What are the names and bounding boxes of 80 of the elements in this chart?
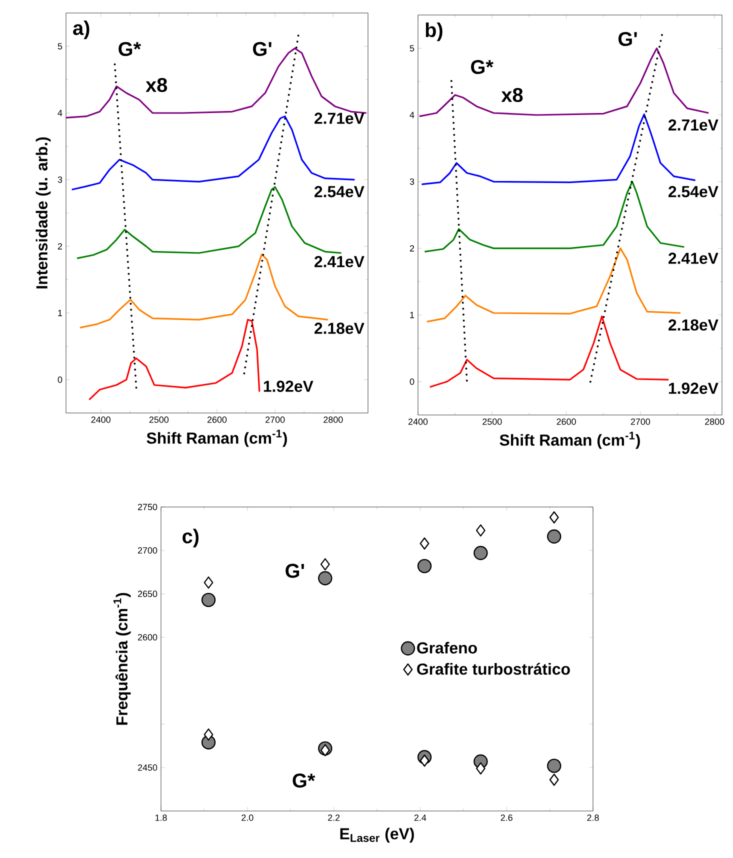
y-tick-label: 5 <box>58 43 62 50</box>
x-tick-label: 2.8 <box>587 814 599 821</box>
point <box>320 558 330 570</box>
point <box>476 524 486 537</box>
y-tick-label: 3 <box>410 178 414 185</box>
x-tick-label: 2500 <box>149 416 169 423</box>
y-tick-label: 1 <box>410 312 414 318</box>
x-axis-title: E$_{Laser}$ (eV) <box>340 828 414 843</box>
series-label: 2.71eV <box>314 112 364 124</box>
annotation: b) <box>426 22 442 42</box>
series-label: 2.18eV <box>668 319 718 331</box>
x-tick-label: 2800 <box>324 416 343 423</box>
y-tick-label: 0 <box>410 378 414 385</box>
series-label: 1.92eV <box>668 382 718 394</box>
annotation: G' <box>252 42 272 56</box>
point <box>420 537 430 550</box>
point <box>549 511 559 524</box>
y-tick-label: 2 <box>58 243 62 250</box>
point <box>204 576 214 589</box>
annotation: G* <box>118 42 142 56</box>
y-tick-label: 3 <box>58 176 62 183</box>
line-series <box>429 316 670 388</box>
x-tick-label: 2500 <box>482 418 502 425</box>
y-tick-label: 0 <box>58 376 62 383</box>
x-tick-label: 2800 <box>705 418 724 425</box>
annotation: G* <box>471 60 494 74</box>
y-tick-label: 2600 <box>138 634 158 640</box>
line-series <box>418 48 710 118</box>
x-tick-label: 2700 <box>630 418 650 425</box>
point <box>547 758 562 773</box>
point <box>204 728 214 741</box>
line-series <box>88 318 260 400</box>
y-tick-label: 2650 <box>138 590 158 598</box>
x-tick-label: 2.4 <box>414 814 426 821</box>
x-axis-title: Shift Raman (cm$^{-1}$) <box>146 430 287 447</box>
series-label: 2.41eV <box>314 256 364 268</box>
legend-label: Grafite turbostrático <box>417 662 570 675</box>
y-axis-title: Intensidade (u. arb.) <box>36 137 51 288</box>
x-tick-label: 2.2 <box>328 814 340 821</box>
series-label: 2.54eV <box>314 186 364 198</box>
x-tick-label: 2600 <box>556 418 576 425</box>
y-tick-label: 2 <box>410 245 414 252</box>
legend-label: Grafeno <box>417 642 477 654</box>
x-tick-label: 2.6 <box>500 814 512 821</box>
x-tick-label: 2.0 <box>242 814 254 821</box>
x-tick-label: 2400 <box>408 418 428 425</box>
point <box>474 546 488 560</box>
point <box>476 762 486 775</box>
y-tick-label: 4 <box>58 110 62 116</box>
point <box>417 558 432 574</box>
y-tick-label: 2450 <box>138 764 158 771</box>
annotation: x8 <box>501 88 523 102</box>
y-tick-label: 5 <box>410 45 414 52</box>
point <box>320 744 330 756</box>
x-tick-label: 2700 <box>266 416 285 423</box>
annotation: G' <box>618 32 637 46</box>
point <box>547 529 562 544</box>
series-label: 2.54eV <box>668 186 718 198</box>
y-tick-label: 2700 <box>138 547 158 554</box>
series-label: 2.71eV <box>668 119 718 131</box>
y-axis-title: Frequência (cm$^{-1}$) <box>113 593 131 725</box>
y-tick-label: 1 <box>58 310 62 316</box>
x-tick-label: 2600 <box>207 416 227 423</box>
x-tick-label: 2400 <box>91 416 110 423</box>
point <box>201 592 216 608</box>
annotation: a) <box>73 20 90 40</box>
series-label: 2.41eV <box>668 252 718 264</box>
point <box>318 571 332 586</box>
annotation: x8 <box>146 78 168 92</box>
x-axis-title: Shift Raman (cm$^{-1}$) <box>500 432 640 449</box>
x-tick-label: 1.8 <box>155 814 167 821</box>
annotation: c) <box>182 528 199 548</box>
series-label: 1.92eV <box>264 380 314 392</box>
series-label: 2.18eV <box>314 322 364 334</box>
annotation: G' <box>286 564 304 578</box>
point <box>420 754 430 767</box>
point <box>549 774 559 786</box>
y-tick-label: 4 <box>410 112 414 118</box>
annotation: G* <box>292 774 316 788</box>
y-tick-label: 2750 <box>138 504 158 510</box>
